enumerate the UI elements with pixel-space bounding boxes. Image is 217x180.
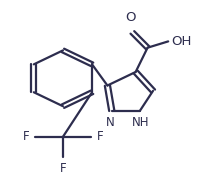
Text: F: F bbox=[23, 130, 29, 143]
Text: OH: OH bbox=[171, 35, 192, 48]
Text: O: O bbox=[125, 11, 135, 24]
Text: NH: NH bbox=[132, 116, 150, 129]
Text: F: F bbox=[97, 130, 103, 143]
Text: F: F bbox=[60, 162, 66, 175]
Text: N: N bbox=[106, 116, 115, 129]
